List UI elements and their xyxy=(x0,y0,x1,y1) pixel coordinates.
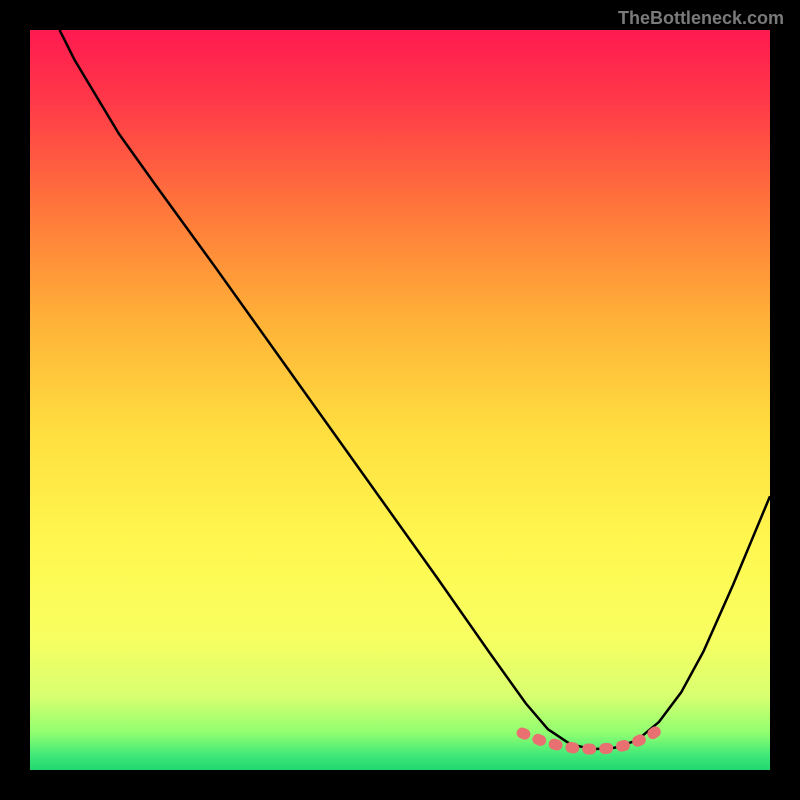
watermark: TheBottleneck.com xyxy=(618,8,784,29)
optimal-range-marker xyxy=(522,724,666,749)
bottleneck-curve xyxy=(60,30,770,749)
curve-layer xyxy=(30,30,770,770)
plot-area xyxy=(30,30,770,770)
